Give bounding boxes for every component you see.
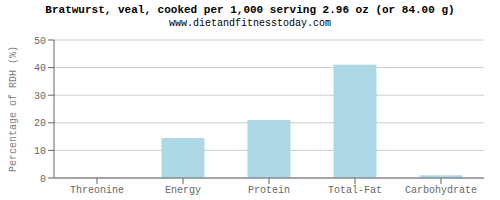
svg-text:Threonine: Threonine — [70, 185, 124, 196]
svg-text:Percentage of RDH (%): Percentage of RDH (%) — [8, 46, 19, 172]
svg-text:Protein: Protein — [248, 185, 290, 196]
svg-text:0: 0 — [40, 174, 46, 185]
svg-text:Carbohydrate: Carbohydrate — [405, 185, 477, 196]
svg-text:10: 10 — [34, 146, 46, 157]
svg-text:Total-Fat: Total-Fat — [328, 185, 382, 196]
html-text:www.dietandfitnesstoday.com: www.dietandfitnesstoday.com — [169, 18, 331, 29]
svg-text:Energy: Energy — [165, 185, 201, 196]
svg-text:50: 50 — [34, 36, 46, 47]
html-text:Bratwurst, veal, cooked per 1,: Bratwurst, veal, cooked per 1,000 servin… — [45, 4, 455, 16]
svg-text:30: 30 — [34, 91, 46, 102]
svg-text:20: 20 — [34, 118, 46, 129]
svg-text:40: 40 — [34, 63, 46, 74]
